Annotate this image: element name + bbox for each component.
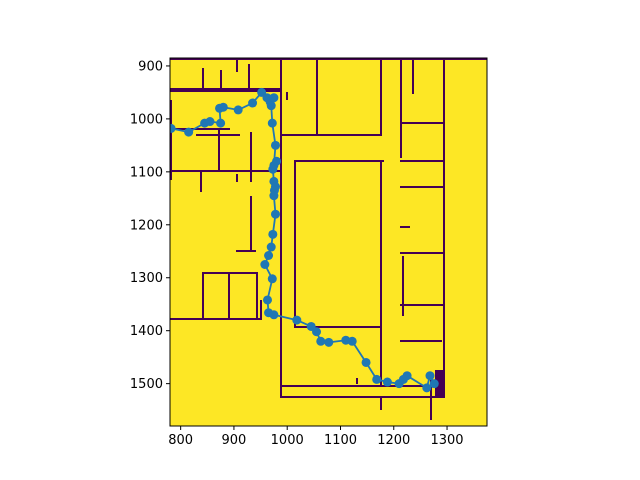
path-point	[425, 371, 435, 381]
walls	[170, 58, 487, 420]
path-point	[372, 374, 382, 384]
path-point	[269, 310, 279, 320]
path-point	[429, 379, 439, 389]
path-point	[218, 102, 228, 112]
path-point	[347, 336, 357, 346]
path-series	[170, 87, 439, 393]
axes-frame	[169, 57, 488, 427]
x-tick-label: 1000	[271, 433, 304, 448]
x-tick-label: 1200	[377, 433, 410, 448]
y-tick-label: 1100	[130, 165, 163, 180]
y-tick-label: 1500	[130, 377, 163, 392]
path-point	[292, 315, 302, 325]
path-point	[248, 98, 258, 108]
path-point	[270, 209, 280, 219]
y-tick-label: 1400	[130, 324, 163, 339]
floorplan-image	[170, 58, 487, 426]
y-tick-label: 1300	[130, 271, 163, 286]
path-point	[267, 118, 277, 128]
y-tick-label: 1000	[130, 112, 163, 127]
floorplan-dark-block	[436, 370, 444, 398]
x-tick-label: 1100	[324, 433, 357, 448]
path-point	[361, 357, 371, 367]
path-point	[266, 242, 276, 252]
path-point	[272, 156, 282, 166]
path-point	[312, 327, 322, 337]
x-tick-label: 800	[168, 433, 193, 448]
y-tick-label: 1200	[130, 218, 163, 233]
path-point	[216, 118, 226, 128]
x-axis: 800 900 1000 1100 1200 1300	[168, 426, 464, 448]
x-tick-label: 900	[222, 433, 247, 448]
path-point	[184, 127, 194, 137]
path-point	[262, 295, 272, 305]
path-point	[269, 93, 279, 103]
path-point	[233, 105, 243, 115]
path-point	[268, 164, 278, 174]
path-point	[269, 191, 279, 201]
path-point	[382, 377, 392, 387]
path-point	[264, 251, 274, 261]
path-point	[170, 123, 176, 133]
path-point	[402, 371, 412, 381]
path-point	[422, 383, 432, 393]
path-point	[324, 337, 334, 347]
path-point	[205, 117, 215, 127]
path-point	[260, 260, 270, 270]
path-point	[267, 274, 277, 284]
path-point	[268, 229, 278, 239]
path-point	[266, 101, 276, 111]
y-tick-label: 900	[138, 59, 163, 74]
y-axis: 900 1000 1100 1200 1300 1400 1500	[130, 59, 170, 392]
path-point	[316, 336, 326, 346]
path-point	[270, 140, 280, 150]
x-tick-label: 1300	[430, 433, 463, 448]
